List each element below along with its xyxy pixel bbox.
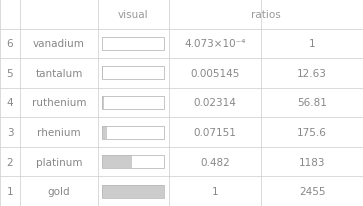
Text: 1: 1 xyxy=(212,186,219,196)
Text: 12.63: 12.63 xyxy=(297,69,327,78)
Bar xyxy=(102,97,164,109)
Text: 175.6: 175.6 xyxy=(297,128,327,137)
Text: ruthenium: ruthenium xyxy=(32,98,86,108)
Text: 0.005145: 0.005145 xyxy=(190,69,240,78)
Text: 0.02314: 0.02314 xyxy=(193,98,237,108)
Text: 1183: 1183 xyxy=(299,157,326,167)
Bar xyxy=(102,185,164,198)
Bar xyxy=(102,126,107,139)
Text: 56.81: 56.81 xyxy=(297,98,327,108)
Text: tantalum: tantalum xyxy=(35,69,83,78)
Text: 0.482: 0.482 xyxy=(200,157,230,167)
Text: gold: gold xyxy=(48,186,70,196)
Text: 4.073×10⁻⁴: 4.073×10⁻⁴ xyxy=(184,39,246,49)
Text: 0.07151: 0.07151 xyxy=(193,128,237,137)
Bar xyxy=(102,38,164,51)
Bar xyxy=(102,67,164,80)
Text: 2455: 2455 xyxy=(299,186,326,196)
Text: platinum: platinum xyxy=(36,157,82,167)
Text: 5: 5 xyxy=(7,69,13,78)
Bar xyxy=(102,126,164,139)
Text: 1: 1 xyxy=(309,39,315,49)
Text: vanadium: vanadium xyxy=(33,39,85,49)
Bar xyxy=(102,97,104,109)
Bar xyxy=(102,185,164,198)
Text: visual: visual xyxy=(118,10,149,20)
Text: 4: 4 xyxy=(7,98,13,108)
Text: 3: 3 xyxy=(7,128,13,137)
Text: ratios: ratios xyxy=(251,10,281,20)
Text: 1: 1 xyxy=(7,186,13,196)
Text: 2: 2 xyxy=(7,157,13,167)
Text: rhenium: rhenium xyxy=(37,128,81,137)
Text: 6: 6 xyxy=(7,39,13,49)
Bar xyxy=(102,155,164,168)
Bar xyxy=(102,155,132,168)
